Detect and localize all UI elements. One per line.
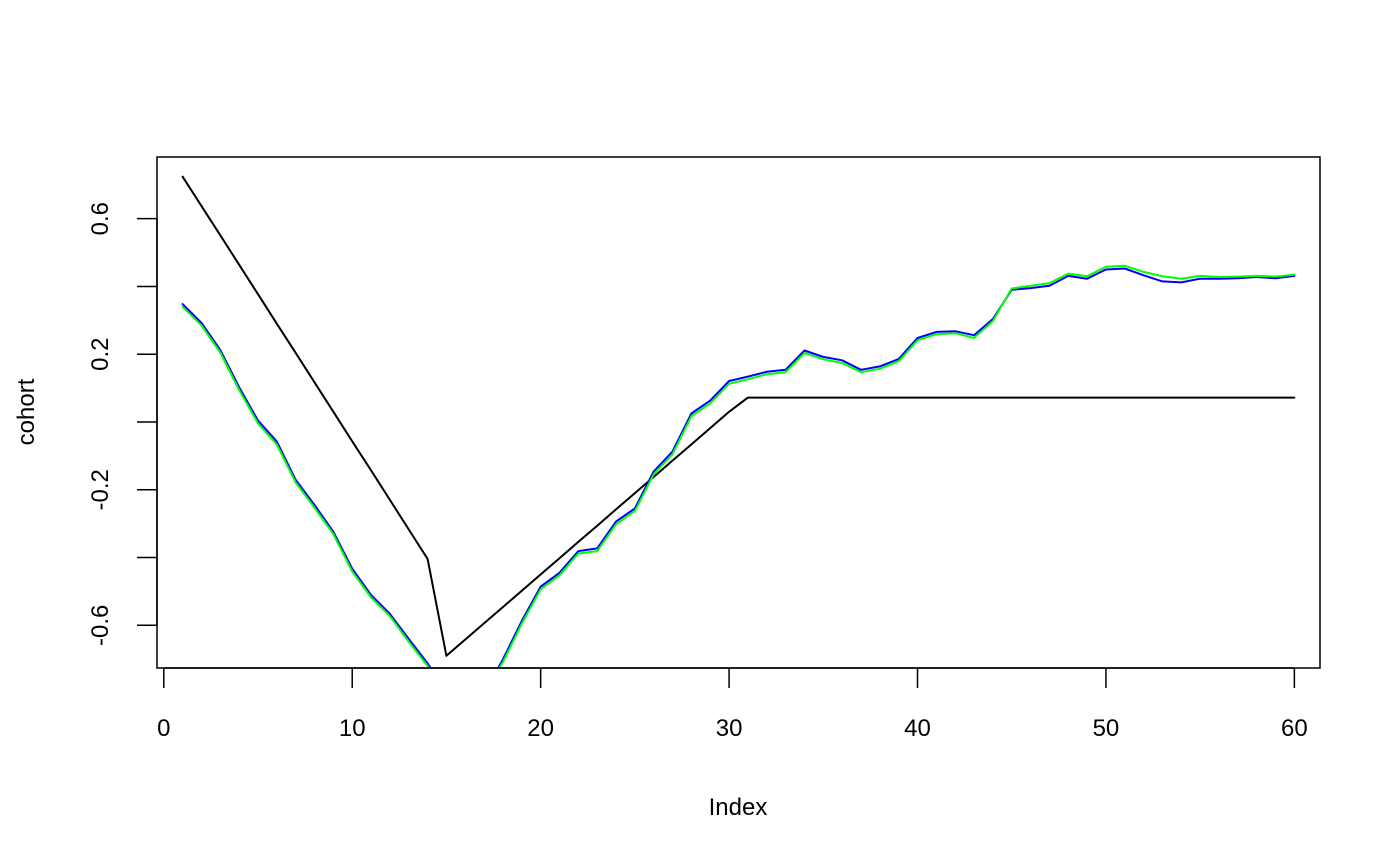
x-tick-label: 50: [1093, 715, 1120, 742]
y-tick-label: -0.6: [87, 605, 114, 646]
y-tick-label: 0.2: [87, 338, 114, 371]
x-tick-label: 30: [716, 715, 743, 742]
plot-frame: [156, 156, 1321, 669]
x-tick-label: 40: [904, 715, 931, 742]
series-line-2: [181, 267, 1296, 668]
x-tick-label: 60: [1281, 715, 1308, 742]
series-line-1: [181, 175, 1296, 657]
y-axis: -0.6 -0.2 0.2 0.6: [87, 202, 158, 646]
series-layer: [181, 175, 1296, 668]
y-tick-label: -0.2: [87, 469, 114, 510]
x-tick-label: 10: [339, 715, 366, 742]
x-axis: 0 10 20 30 40 50 60: [157, 667, 1308, 742]
x-tick-label: 20: [527, 715, 554, 742]
x-tick-label: 0: [157, 715, 170, 742]
x-axis-title: Index: [709, 794, 768, 821]
series-line-3: [181, 264, 1296, 668]
y-axis-title: cohort: [13, 378, 40, 445]
y-tick-label: 0.6: [87, 202, 114, 235]
